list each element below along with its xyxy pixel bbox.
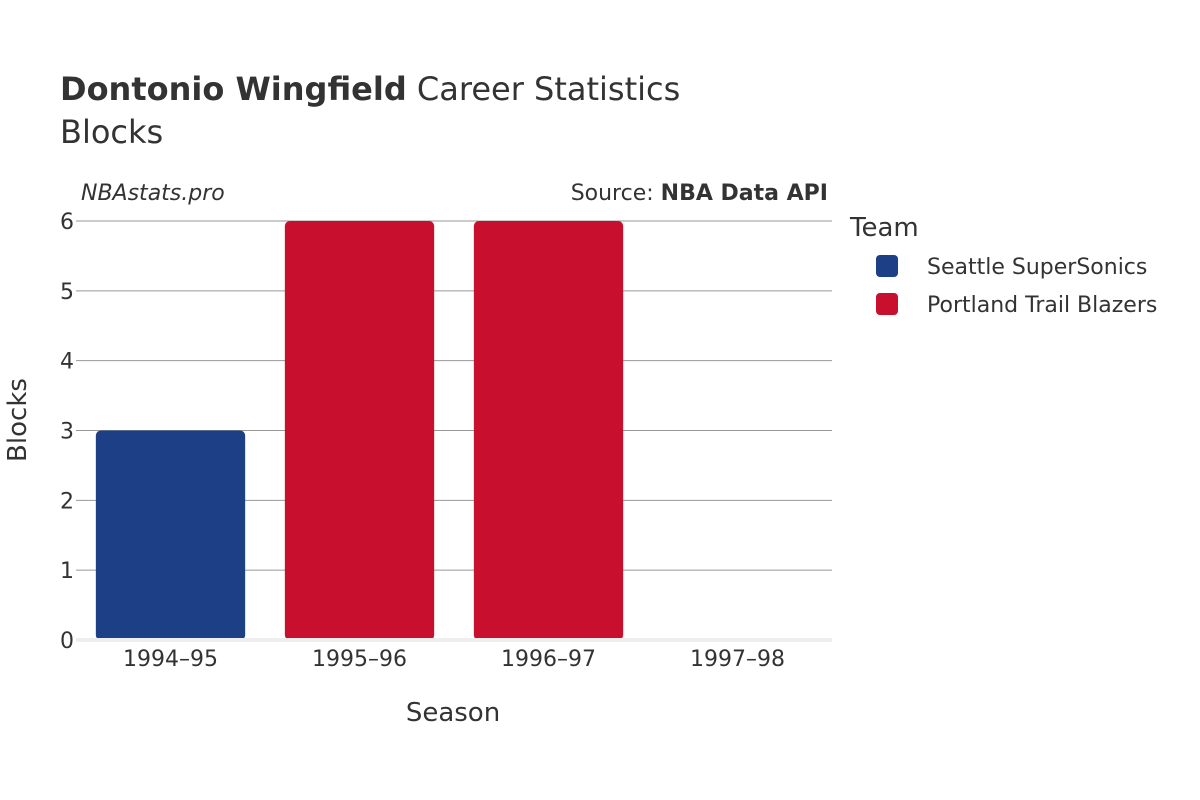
y-tick-label-3: 3 [60, 420, 74, 445]
y-axis-ticks: 0 1 2 3 4 5 6 [60, 210, 74, 654]
y-axis-title: Blocks [3, 378, 33, 462]
x-tick-label-1997–98: 1997–98 [690, 647, 785, 672]
y-tick-label-6: 6 [60, 210, 74, 235]
bars [95, 221, 624, 641]
chart-title-player: Dontonio Wingfield [60, 70, 407, 108]
x-tick-label-1996–97: 1996–97 [501, 647, 596, 672]
bar-seattle-supersonics-1994–95[interactable] [95, 430, 246, 641]
x-axis-title: Season [406, 698, 500, 728]
legend-item-portland[interactable]: Portland Trail Blazers [876, 293, 1157, 318]
source-label: Source: NBA Data API [571, 181, 828, 206]
chart-subtitle: Blocks [60, 113, 163, 151]
y-tick-label-0: 0 [60, 629, 74, 654]
legend-title: Team [849, 213, 919, 243]
legend-swatch-portland [876, 293, 898, 315]
bar-portland-trail-blazers-1996–97[interactable] [473, 221, 624, 640]
x-tick-label-1995–96: 1995–96 [312, 647, 407, 672]
legend-label-seattle: Seattle SuperSonics [927, 255, 1147, 280]
legend-swatch-seattle [876, 255, 898, 277]
y-tick-label-1: 1 [60, 559, 74, 584]
legend-label-portland: Portland Trail Blazers [927, 293, 1157, 318]
x-tick-label-1994–95: 1994–95 [123, 647, 218, 672]
legend: Team Seattle SuperSonics Portland Trail … [849, 213, 1157, 318]
source-prefix: Source: [571, 181, 661, 206]
legend-item-seattle[interactable]: Seattle SuperSonics [876, 255, 1147, 280]
chart-title-rest: Career Statistics [407, 70, 681, 108]
y-tick-label-4: 4 [60, 350, 74, 375]
watermark: NBAstats.pro [81, 181, 225, 206]
x-axis-ticks: 1994–95 1995–96 1996–97 1997–98 [123, 647, 785, 672]
chart-title: Dontonio Wingfield Career Statistics [60, 70, 680, 108]
source-name: NBA Data API [661, 181, 828, 206]
y-tick-label-2: 2 [60, 489, 74, 514]
bar-portland-trail-blazers-1995–96[interactable] [284, 221, 435, 640]
y-tick-label-5: 5 [60, 280, 74, 305]
